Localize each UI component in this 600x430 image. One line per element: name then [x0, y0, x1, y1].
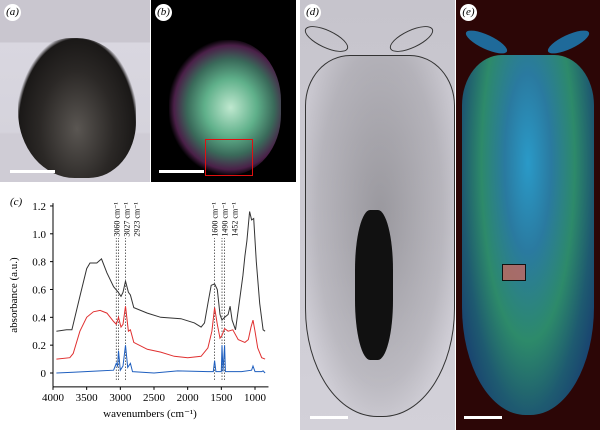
- spectrum-line-2: [56, 345, 266, 374]
- y-tick-label: 0.2: [32, 340, 46, 352]
- spectrum-line-1: [56, 306, 266, 360]
- peak-label: 1600 cm⁻¹: [211, 202, 220, 237]
- y-tick-label: 0: [41, 368, 47, 380]
- y-tick-label: 0.6: [32, 284, 46, 296]
- organism-map: [462, 55, 594, 415]
- particle-map: [169, 40, 281, 175]
- x-tick-label: 3000: [109, 392, 132, 404]
- y-tick-label: 1.0: [32, 229, 46, 241]
- peak-label: 3060 cm⁻¹: [112, 202, 121, 237]
- panel-label-a: (a): [4, 4, 21, 21]
- panel-label-e: (e): [460, 4, 477, 21]
- x-tick-label: 3500: [76, 392, 99, 404]
- antenna-left: [301, 20, 352, 58]
- panel-a-micrograph: (a): [0, 0, 150, 182]
- x-tick-label: 4000: [42, 392, 65, 404]
- peak-label: 3027 cm⁻¹: [122, 202, 131, 237]
- x-tick-label: 1000: [244, 392, 267, 404]
- scale-bar: [310, 416, 348, 419]
- ftir-spectrum-chart: (c) 4000 3500 3000 2500 2000 1500 1000 0 0.2 0.4 0…: [8, 196, 269, 420]
- x-tick-label: 2500: [143, 392, 166, 404]
- y-tick-label: 1.2: [32, 201, 46, 213]
- peak-label: 2923 cm⁻¹: [132, 202, 141, 237]
- y-tick-label: 0.8: [32, 257, 46, 269]
- scale-bar: [159, 170, 204, 173]
- y-axis-label: absorbance (a.u.): [8, 257, 20, 333]
- panel-e-raman-map: (e): [456, 0, 600, 430]
- panel-label-b: (b): [155, 4, 172, 21]
- panel-label-d: (d): [304, 4, 321, 21]
- antenna-right: [545, 26, 592, 58]
- gut-region: [355, 210, 393, 360]
- panel-label-c: (c): [10, 196, 23, 208]
- region-of-interest-box: [502, 264, 526, 281]
- spectrum-line-0: [56, 211, 266, 332]
- x-tick-label: 2000: [177, 392, 200, 404]
- region-of-interest-box: [205, 139, 253, 176]
- x-axis-label: wavenumbers (cm⁻¹): [103, 408, 197, 420]
- particle-image: [18, 38, 136, 178]
- x-tick-label: 1500: [210, 392, 233, 404]
- peak-label: 1452 cm⁻¹: [231, 202, 240, 237]
- peak-label: 1490 cm⁻¹: [221, 202, 230, 237]
- antenna-left: [463, 26, 510, 58]
- scale-bar: [10, 170, 55, 173]
- panel-d-micrograph: (d): [300, 0, 455, 430]
- panel-b-raman-map: (b): [151, 0, 296, 182]
- scale-bar: [464, 416, 502, 419]
- antenna-right: [386, 20, 437, 58]
- y-tick-label: 0.4: [32, 312, 46, 324]
